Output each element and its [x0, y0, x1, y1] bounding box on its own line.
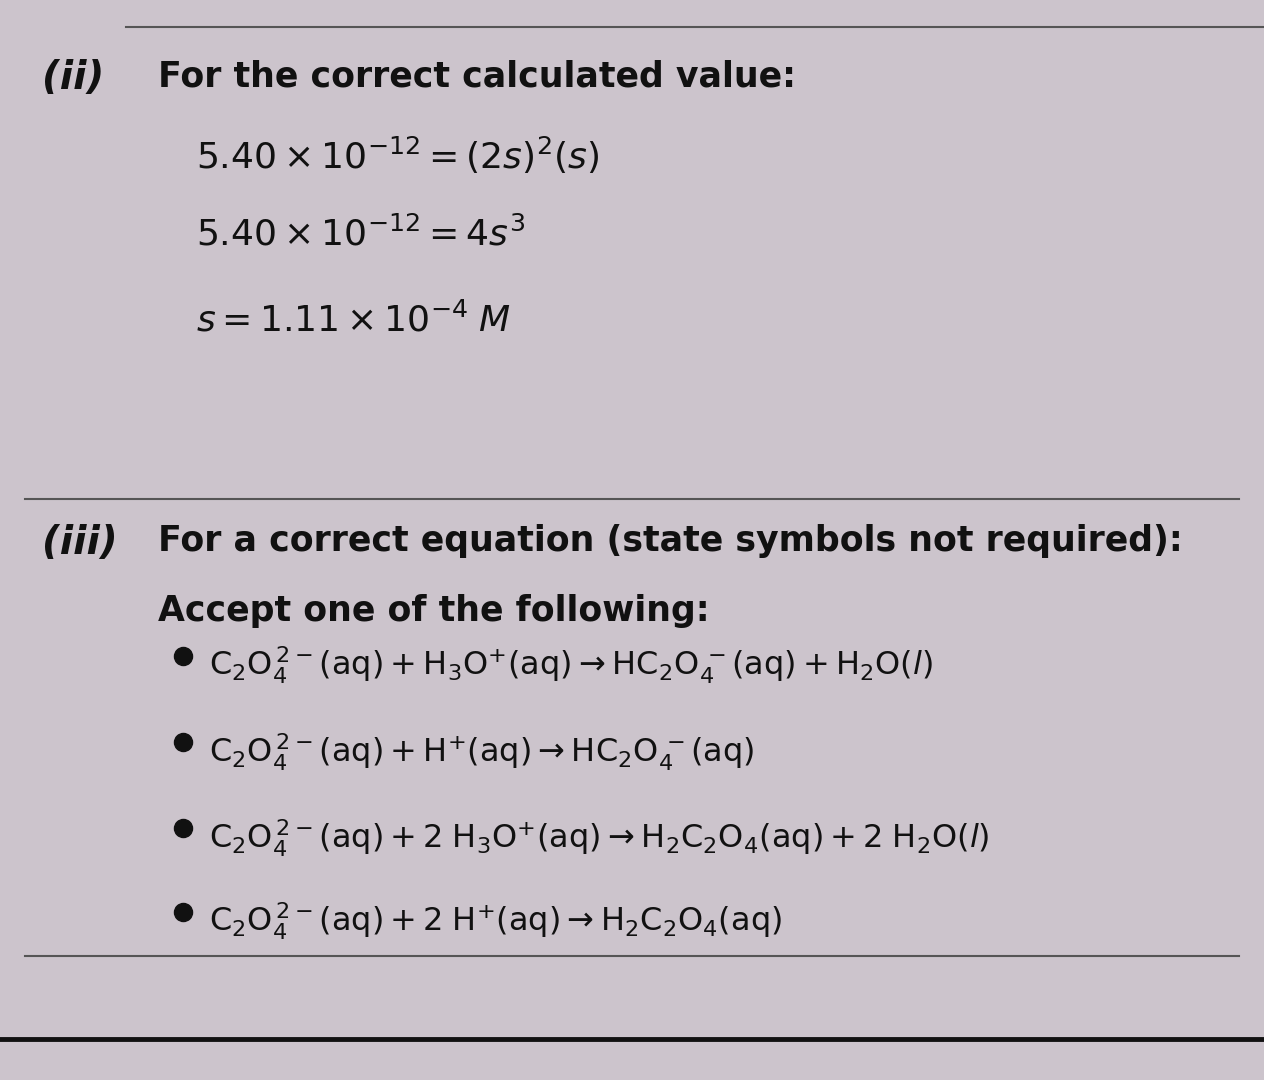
Text: $\mathrm{C_2O_4^{\,2-}(aq) + H^{+}(aq) \rightarrow HC_2O_4^{\,-}(aq)}$: $\mathrm{C_2O_4^{\,2-}(aq) + H^{+}(aq) \… [209, 731, 755, 773]
Text: Accept one of the following:: Accept one of the following: [158, 594, 709, 627]
Text: $5.40 \times 10^{-12} = (2s)^{2}(s)$: $5.40 \times 10^{-12} = (2s)^{2}(s)$ [196, 135, 599, 176]
Text: (iii): (iii) [42, 524, 118, 562]
Text: $5.40 \times 10^{-12} = 4s^{3}$: $5.40 \times 10^{-12} = 4s^{3}$ [196, 216, 525, 253]
Text: $\mathrm{C_2O_4^{\,2-}(aq) + H_3O^{+}(aq) \rightarrow HC_2O_4^{\,-}(aq) + H_2O(\: $\mathrm{C_2O_4^{\,2-}(aq) + H_3O^{+}(aq… [209, 645, 933, 687]
Text: For the correct calculated value:: For the correct calculated value: [158, 59, 796, 93]
Text: $s = 1.11 \times 10^{-4}\;M$: $s = 1.11 \times 10^{-4}\;M$ [196, 302, 511, 339]
Text: (ii): (ii) [42, 59, 104, 97]
Text: $\mathrm{C_2O_4^{\,2-}(aq) + 2\; H_3O^{+}(aq) \rightarrow H_2C_2O_4(aq) + 2\; H_: $\mathrm{C_2O_4^{\,2-}(aq) + 2\; H_3O^{+… [209, 818, 990, 860]
Text: $\mathrm{C_2O_4^{\,2-}(aq) + 2\; H^{+}(aq) \rightarrow H_2C_2O_4(aq)}$: $\mathrm{C_2O_4^{\,2-}(aq) + 2\; H^{+}(a… [209, 901, 781, 943]
Text: For a correct equation (state symbols not required):: For a correct equation (state symbols no… [158, 524, 1183, 557]
